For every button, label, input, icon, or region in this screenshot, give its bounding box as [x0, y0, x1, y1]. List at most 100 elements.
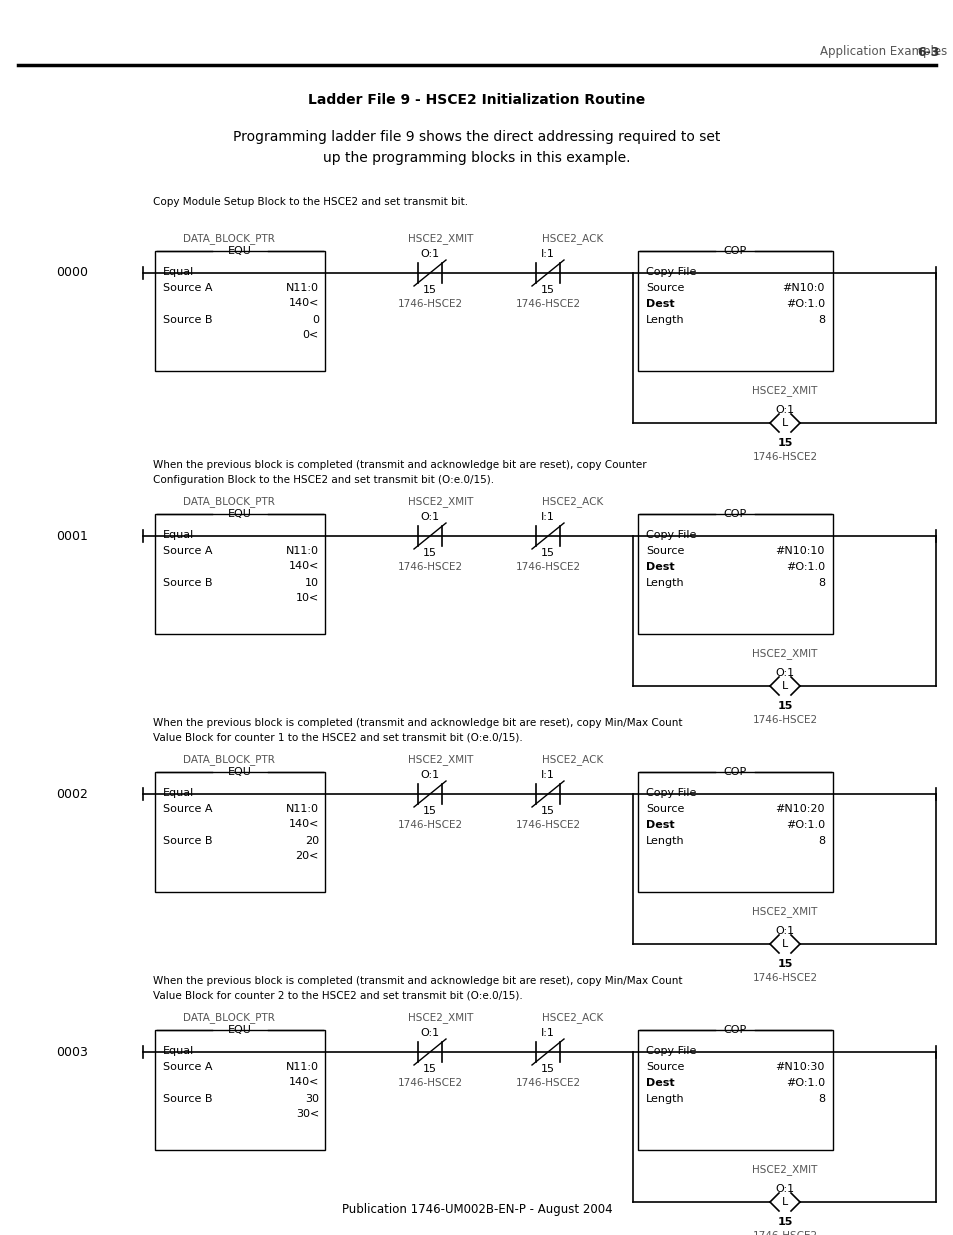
Text: Value Block for counter 1 to the HSCE2 and set transmit bit (O:e.0/15).: Value Block for counter 1 to the HSCE2 a… [152, 734, 522, 743]
Text: L: L [781, 417, 787, 429]
Text: DATA_BLOCK_PTR: DATA_BLOCK_PTR [183, 496, 274, 506]
Text: 15: 15 [422, 1065, 436, 1074]
Text: 15: 15 [540, 806, 555, 816]
Text: 1746-HSCE2: 1746-HSCE2 [397, 299, 462, 309]
Text: 10<: 10< [295, 593, 318, 603]
Text: 8: 8 [817, 1094, 824, 1104]
Bar [638, 772, 832, 892]
Bar [638, 251, 832, 370]
Text: DATA_BLOCK_PTR: DATA_BLOCK_PTR [183, 755, 274, 764]
Text: 15: 15 [777, 438, 792, 448]
Text: 0: 0 [312, 315, 318, 325]
Text: Source B: Source B [163, 836, 213, 846]
Text: 1746-HSCE2: 1746-HSCE2 [752, 715, 817, 725]
Text: Length: Length [645, 315, 684, 325]
Text: Equal: Equal [163, 1046, 194, 1056]
Text: Configuration Block to the HSCE2 and set transmit bit (O:e.0/15).: Configuration Block to the HSCE2 and set… [152, 475, 494, 485]
Text: 15: 15 [777, 1216, 792, 1228]
Text: 1746-HSCE2: 1746-HSCE2 [515, 299, 580, 309]
Text: 1746-HSCE2: 1746-HSCE2 [397, 1078, 462, 1088]
Text: Copy File: Copy File [645, 267, 696, 277]
Text: HSCE2_XMIT: HSCE2_XMIT [408, 755, 473, 764]
Text: DATA_BLOCK_PTR: DATA_BLOCK_PTR [183, 1011, 274, 1023]
Text: #N10:30: #N10:30 [775, 1062, 824, 1072]
Text: Source: Source [645, 283, 683, 293]
Text: #O:1.0: #O:1.0 [785, 820, 824, 830]
Text: COP: COP [723, 1025, 746, 1035]
Text: 8: 8 [817, 578, 824, 588]
Text: Dest: Dest [645, 562, 674, 572]
Text: Dest: Dest [645, 1078, 674, 1088]
Text: N11:0: N11:0 [286, 546, 318, 556]
Text: Programming ladder file 9 shows the direct addressing required to set: Programming ladder file 9 shows the dire… [233, 130, 720, 144]
Text: I:1: I:1 [540, 513, 555, 522]
Text: EQU: EQU [228, 767, 252, 777]
Text: up the programming blocks in this example.: up the programming blocks in this exampl… [323, 151, 630, 165]
Text: O:1: O:1 [420, 769, 439, 781]
Text: Length: Length [645, 836, 684, 846]
Text: 30: 30 [305, 1094, 318, 1104]
Text: Ladder File 9 - HSCE2 Initialization Routine: Ladder File 9 - HSCE2 Initialization Rou… [308, 93, 645, 107]
Text: #O:1.0: #O:1.0 [785, 299, 824, 309]
Bar [154, 514, 325, 634]
Text: #O:1.0: #O:1.0 [785, 562, 824, 572]
Text: I:1: I:1 [540, 1028, 555, 1037]
Text: O:1: O:1 [775, 1184, 794, 1194]
Bar [154, 1030, 325, 1150]
Text: HSCE2_XMIT: HSCE2_XMIT [752, 906, 817, 916]
Text: 6-3: 6-3 [917, 46, 939, 58]
Text: When the previous block is completed (transmit and acknowledge bit are reset), c: When the previous block is completed (tr… [152, 718, 681, 727]
Text: Source: Source [645, 546, 683, 556]
Text: O:1: O:1 [420, 249, 439, 259]
Text: Value Block for counter 2 to the HSCE2 and set transmit bit (O:e.0/15).: Value Block for counter 2 to the HSCE2 a… [152, 990, 522, 1002]
Text: I:1: I:1 [540, 249, 555, 259]
Text: Source B: Source B [163, 1094, 213, 1104]
Text: Copy File: Copy File [645, 1046, 696, 1056]
Text: HSCE2_XMIT: HSCE2_XMIT [408, 1011, 473, 1023]
Text: Source B: Source B [163, 578, 213, 588]
Text: EQU: EQU [228, 246, 252, 256]
Text: Source: Source [645, 804, 683, 814]
Text: 1746-HSCE2: 1746-HSCE2 [752, 1231, 817, 1235]
Text: COP: COP [723, 509, 746, 519]
Text: N11:0: N11:0 [286, 1062, 318, 1072]
Text: HSCE2_XMIT: HSCE2_XMIT [752, 385, 817, 396]
Text: 0<: 0< [302, 330, 318, 340]
Text: L: L [781, 939, 787, 948]
Text: #N10:10: #N10:10 [775, 546, 824, 556]
Text: Dest: Dest [645, 820, 674, 830]
Text: O:1: O:1 [775, 926, 794, 936]
Text: 15: 15 [540, 285, 555, 295]
Text: 10: 10 [305, 578, 318, 588]
Text: Copy File: Copy File [645, 530, 696, 540]
Text: Source: Source [645, 1062, 683, 1072]
Text: #O:1.0: #O:1.0 [785, 1078, 824, 1088]
Text: 140<: 140< [289, 298, 318, 308]
Text: Length: Length [645, 578, 684, 588]
Text: O:1: O:1 [420, 1028, 439, 1037]
Text: Equal: Equal [163, 267, 194, 277]
Text: Source A: Source A [163, 283, 213, 293]
Text: O:1: O:1 [775, 668, 794, 678]
Text: I:1: I:1 [540, 769, 555, 781]
Text: 140<: 140< [289, 1077, 318, 1087]
Text: When the previous block is completed (transmit and acknowledge bit are reset), c: When the previous block is completed (tr… [152, 976, 681, 986]
Text: HSCE2_ACK: HSCE2_ACK [541, 233, 602, 243]
Text: When the previous block is completed (transmit and acknowledge bit are reset), c: When the previous block is completed (tr… [152, 459, 646, 471]
Text: 1746-HSCE2: 1746-HSCE2 [515, 1078, 580, 1088]
Text: 0002: 0002 [56, 788, 88, 800]
Text: HSCE2_ACK: HSCE2_ACK [541, 496, 602, 506]
Text: Dest: Dest [645, 299, 674, 309]
Text: #N10:0: #N10:0 [781, 283, 824, 293]
Bar [638, 514, 832, 634]
Text: 0001: 0001 [56, 530, 88, 542]
Text: L: L [781, 680, 787, 692]
Text: HSCE2_XMIT: HSCE2_XMIT [408, 233, 473, 243]
Text: Source A: Source A [163, 804, 213, 814]
Text: HSCE2_XMIT: HSCE2_XMIT [408, 496, 473, 506]
Text: HSCE2_ACK: HSCE2_ACK [541, 1011, 602, 1023]
Text: O:1: O:1 [775, 405, 794, 415]
Text: 0000: 0000 [56, 267, 88, 279]
Text: 1746-HSCE2: 1746-HSCE2 [397, 562, 462, 572]
Text: O:1: O:1 [420, 513, 439, 522]
